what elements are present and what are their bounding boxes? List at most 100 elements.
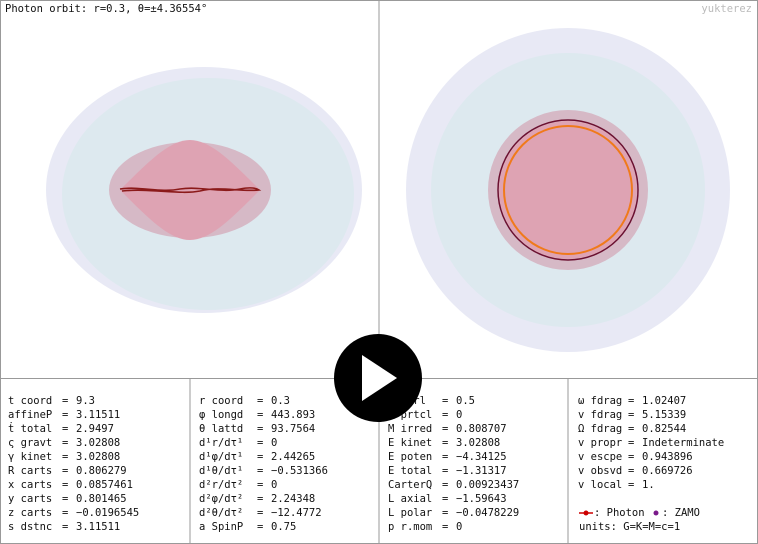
row-value: 93.7564 xyxy=(271,423,315,435)
row-separator: = xyxy=(442,493,448,505)
row-separator: = xyxy=(62,395,68,407)
row-separator: = xyxy=(62,465,68,477)
row-separator: = xyxy=(257,465,263,477)
row-value: 443.893 xyxy=(271,409,315,421)
legend-photon: : Photon xyxy=(594,507,645,519)
row-separator: = xyxy=(62,507,68,519)
row-separator: = xyxy=(62,521,68,533)
side-view xyxy=(46,67,362,313)
row-value: 0.5 xyxy=(456,395,475,407)
row-separator: = xyxy=(442,409,448,421)
row-value: 3.11511 xyxy=(76,521,120,533)
row-label: E total xyxy=(388,465,432,477)
row-value: 2.9497 xyxy=(76,423,114,435)
row-label: M irred xyxy=(388,423,432,435)
row-separator: = xyxy=(257,451,263,463)
play-button[interactable] xyxy=(334,334,422,422)
row-value: 0.3 xyxy=(271,395,290,407)
row-label: L axial xyxy=(388,493,432,505)
row-separator: = xyxy=(442,451,448,463)
row-value: −4.34125 xyxy=(456,451,507,463)
row-value: 0.943896 xyxy=(642,451,693,463)
row-label: d¹φ/dτ¹ xyxy=(199,451,243,463)
row-label: v fdrag xyxy=(578,409,622,421)
row-label: p r.mom xyxy=(388,521,432,533)
watermark: yukterez xyxy=(701,3,752,15)
row-label: d¹θ/dτ¹ xyxy=(199,465,243,477)
row-label: d²φ/dτ² xyxy=(199,493,243,505)
row-value: 0.801465 xyxy=(76,493,127,505)
row-label: v escpe xyxy=(578,451,622,463)
row-separator: = xyxy=(257,479,263,491)
row-label: a SpinP xyxy=(199,521,243,533)
row-label: v obsvd xyxy=(578,465,622,477)
units: units: G=K=M=c=1 xyxy=(579,521,680,533)
row-separator: = xyxy=(442,521,448,533)
row-separator: = xyxy=(257,493,263,505)
row-separator: = xyxy=(62,451,68,463)
photon-dot xyxy=(583,510,589,516)
row-label: E kinet xyxy=(388,437,432,449)
row-label: affineP xyxy=(8,409,52,421)
row-value: 3.02808 xyxy=(76,451,120,463)
row-separator: = xyxy=(62,493,68,505)
row-label: CarterQ xyxy=(388,479,432,491)
row-separator: = xyxy=(442,465,448,477)
row-label: z carts xyxy=(8,507,52,519)
row-separator: = xyxy=(257,395,263,407)
row-label: ς gravt xyxy=(8,437,52,449)
row-separator: = xyxy=(257,507,263,519)
row-value: 1. xyxy=(642,479,655,491)
row-value: −1.59643 xyxy=(456,493,507,505)
row-value: 0.806279 xyxy=(76,465,127,477)
readout: t coord = 9.3 affineP = 3.11511 ṫ total = 2.9497… xyxy=(8,395,724,533)
row-separator: = xyxy=(628,409,634,421)
row-label: x carts xyxy=(8,479,52,491)
row-label: d²r/dτ² xyxy=(199,479,243,491)
row-separator: = xyxy=(628,423,634,435)
row-label: θ lattd xyxy=(199,423,243,435)
orbit xyxy=(497,119,639,261)
row-value: −0.531366 xyxy=(271,465,328,477)
row-separator: = xyxy=(628,465,634,477)
row-value: 3.11511 xyxy=(76,409,120,421)
row-separator: = xyxy=(257,409,263,421)
row-label: t coord xyxy=(8,395,52,407)
row-value: 0.669726 xyxy=(642,465,693,477)
row-separator: = xyxy=(628,451,634,463)
row-separator: = xyxy=(628,395,634,407)
row-label: v local xyxy=(578,479,622,491)
zamo-dot xyxy=(653,510,659,516)
ergosphere-inner xyxy=(120,140,260,240)
title: Photon orbit: r=0.3, θ=±4.36554° xyxy=(5,3,207,15)
row-separator: = xyxy=(442,507,448,519)
row-value: 0 xyxy=(456,409,462,421)
play-icon[interactable] xyxy=(362,355,397,401)
row-separator: = xyxy=(628,437,634,449)
row-separator: = xyxy=(257,423,263,435)
row-value: 0 xyxy=(456,521,462,533)
row-value: −12.4772 xyxy=(271,507,322,519)
row-value: 0.82544 xyxy=(642,423,686,435)
row-separator: = xyxy=(62,479,68,491)
row-value: 1.02407 xyxy=(642,395,686,407)
row-value: 0.75 xyxy=(271,521,296,533)
row-label: E poten xyxy=(388,451,432,463)
row-label: R carts xyxy=(8,465,52,477)
row-label: L polar xyxy=(388,507,432,519)
row-label: s dstnc xyxy=(8,521,52,533)
row-separator: = xyxy=(442,479,448,491)
row-separator: = xyxy=(442,395,448,407)
row-separator: = xyxy=(62,409,68,421)
row-label: ṫ total xyxy=(8,422,52,435)
row-value: 0.0857461 xyxy=(76,479,133,491)
row-label: d²θ/dτ² xyxy=(199,507,243,519)
row-label: γ kinet xyxy=(8,451,52,463)
row-value: 0 xyxy=(271,437,277,449)
row-value: Indeterminate xyxy=(642,437,724,449)
legend: : Photon : ZAMO units: G=K=M=c=1 xyxy=(579,507,700,533)
row-value: 0.808707 xyxy=(456,423,507,435)
row-value: 2.44265 xyxy=(271,451,315,463)
row-value: 2.24348 xyxy=(271,493,315,505)
